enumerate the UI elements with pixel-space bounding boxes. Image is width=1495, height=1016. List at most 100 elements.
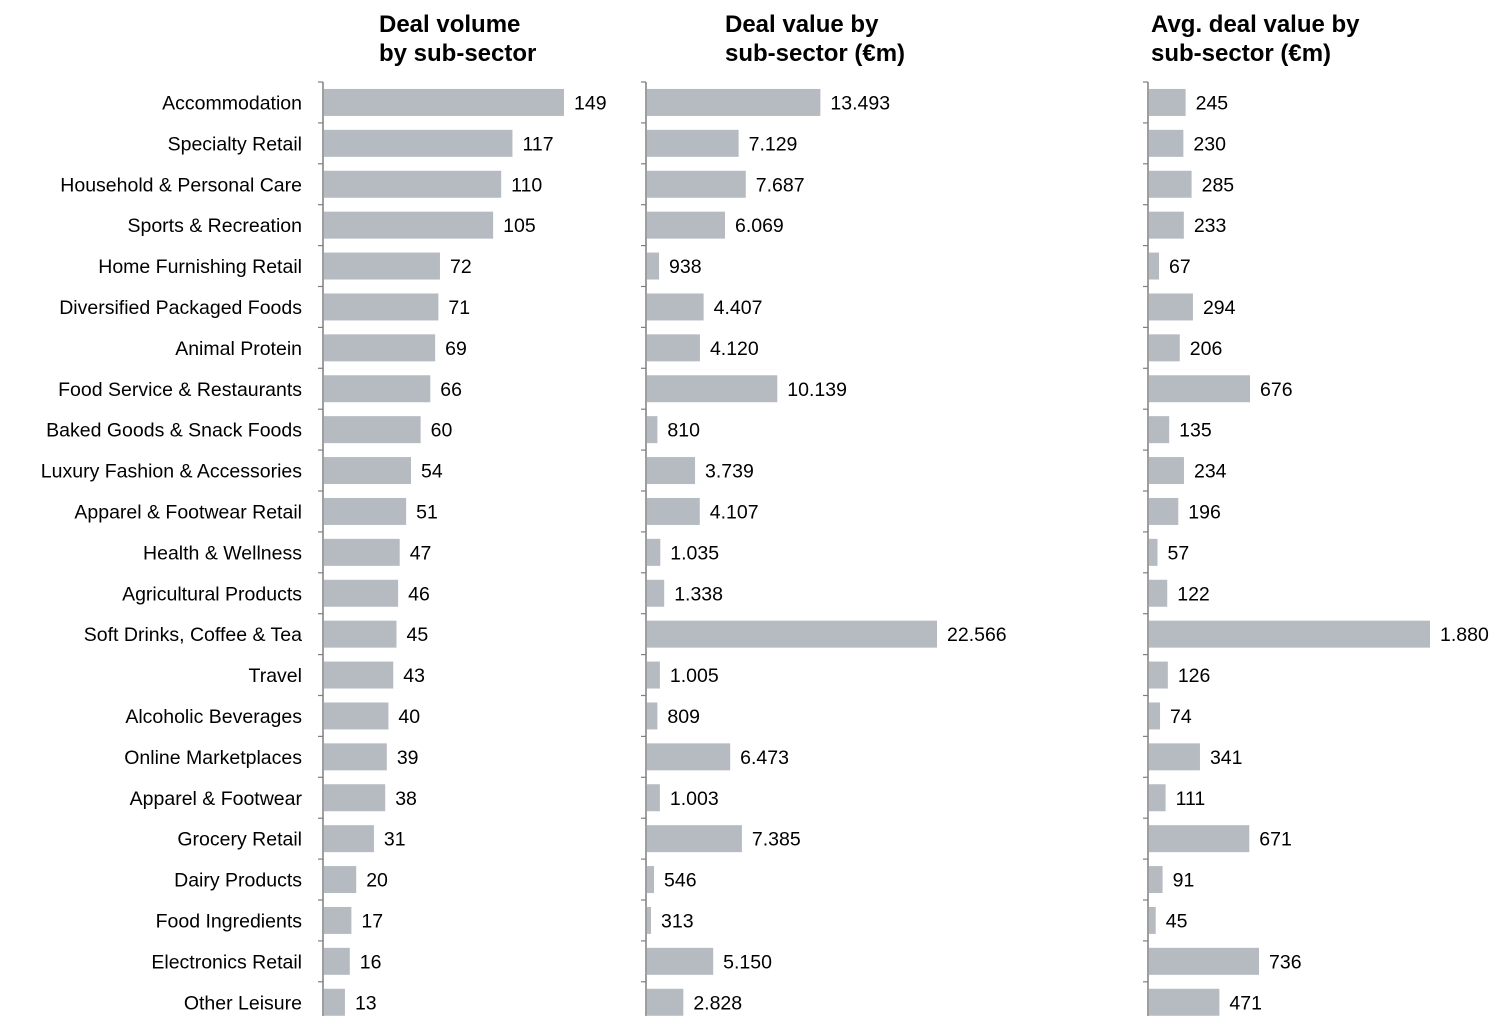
bar	[647, 620, 937, 648]
value-label: 6.069	[735, 215, 784, 237]
bar	[1149, 825, 1250, 853]
value-label: 294	[1203, 297, 1236, 319]
value-label: 46	[408, 583, 430, 605]
bar	[324, 906, 352, 934]
value-label: 22.566	[947, 624, 1007, 646]
value-label: 4.107	[710, 501, 759, 523]
bar	[324, 211, 494, 239]
panel-title-avg-deal-value: Avg. deal value by sub-sector (€m)	[1151, 11, 1360, 67]
bar	[324, 334, 436, 362]
bar	[647, 538, 661, 566]
bar	[1149, 170, 1192, 198]
value-label: 671	[1259, 829, 1292, 851]
value-label: 13.493	[830, 92, 890, 114]
bar	[1149, 866, 1163, 894]
bar	[647, 866, 655, 894]
bar	[1149, 129, 1184, 157]
category-label: Food Service & Restaurants	[58, 379, 302, 401]
bar	[324, 88, 564, 116]
category-label: Animal Protein	[175, 338, 302, 360]
bar	[1149, 579, 1168, 607]
value-label: 67	[1169, 256, 1191, 278]
value-label: 341	[1210, 747, 1243, 769]
category-label: Diversified Packaged Foods	[59, 297, 302, 319]
value-label: 60	[431, 420, 453, 442]
category-label: Soft Drinks, Coffee & Tea	[84, 624, 302, 646]
value-label: 676	[1260, 379, 1293, 401]
value-label: 938	[669, 256, 702, 278]
category-label: Health & Wellness	[143, 542, 302, 564]
bar	[324, 293, 439, 321]
bar	[1149, 947, 1260, 975]
bar	[324, 579, 399, 607]
bar	[324, 866, 357, 894]
bar	[324, 170, 502, 198]
bar	[647, 579, 665, 607]
value-label: 91	[1173, 870, 1195, 892]
value-label: 71	[448, 297, 470, 319]
value-label: 40	[398, 706, 420, 728]
category-label: Other Leisure	[184, 992, 302, 1014]
value-label: 54	[421, 461, 443, 483]
value-label: 196	[1188, 501, 1221, 523]
bar	[1149, 906, 1156, 934]
bar	[1149, 457, 1184, 485]
bar	[647, 293, 704, 321]
value-label: 230	[1193, 133, 1226, 155]
value-label: 4.120	[710, 338, 759, 360]
category-label: Food Ingredients	[156, 910, 303, 932]
category-label: Dairy Products	[174, 870, 302, 892]
value-label: 7.385	[752, 829, 801, 851]
value-label: 66	[440, 379, 462, 401]
bar	[647, 906, 652, 934]
value-label: 5.150	[723, 951, 772, 973]
bar	[324, 743, 387, 771]
value-label: 1.035	[670, 542, 719, 564]
bar	[324, 947, 350, 975]
bar	[324, 702, 389, 730]
bar	[647, 702, 658, 730]
bar	[1149, 334, 1180, 362]
value-label: 111	[1176, 788, 1206, 810]
value-label: 57	[1168, 542, 1190, 564]
category-label: Grocery Retail	[177, 829, 302, 851]
bar	[324, 538, 400, 566]
value-label: 233	[1194, 215, 1227, 237]
value-label: 47	[410, 542, 432, 564]
value-label: 4.407	[714, 297, 763, 319]
panel-title-deal-value: Deal value by sub-sector (€m)	[725, 11, 906, 67]
value-label: 10.139	[787, 379, 847, 401]
bar	[1149, 416, 1170, 444]
value-label: 1.003	[670, 788, 719, 810]
category-label: Accommodation	[162, 92, 302, 114]
value-label: 149	[574, 92, 607, 114]
value-label: 69	[445, 338, 467, 360]
value-label: 206	[1190, 338, 1223, 360]
bar	[647, 947, 714, 975]
bar	[647, 375, 778, 403]
value-label: 1.005	[670, 665, 719, 687]
category-label: Home Furnishing Retail	[98, 256, 302, 278]
bar	[647, 743, 731, 771]
category-label: Electronics Retail	[151, 951, 302, 973]
value-label: 16	[360, 951, 382, 973]
bar	[324, 252, 440, 280]
bar	[647, 497, 700, 525]
value-label: 810	[667, 420, 700, 442]
bar	[1149, 497, 1179, 525]
value-label: 45	[406, 624, 428, 646]
bar	[647, 252, 660, 280]
category-label: Household & Personal Care	[60, 174, 302, 196]
value-label: 45	[1166, 910, 1188, 932]
category-label: Baked Goods & Snack Foods	[46, 420, 302, 442]
bar	[1149, 702, 1161, 730]
bar	[1149, 743, 1200, 771]
value-label: 74	[1170, 706, 1192, 728]
value-label: 546	[664, 870, 697, 892]
value-label: 7.687	[756, 174, 805, 196]
bar	[647, 211, 725, 239]
bar	[1149, 538, 1158, 566]
value-label: 7.129	[749, 133, 798, 155]
value-label: 313	[661, 910, 694, 932]
